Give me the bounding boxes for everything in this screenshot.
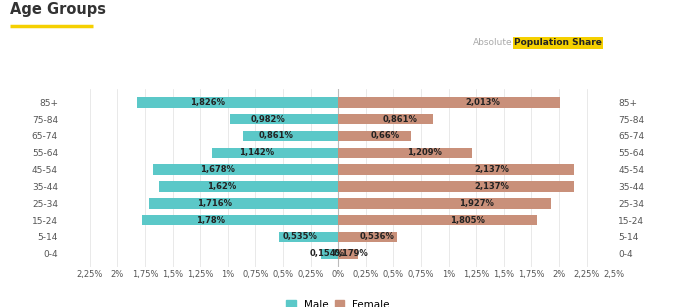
Text: 1,142%: 1,142% [239,148,274,157]
Text: Population Share: Population Share [514,38,602,47]
Bar [338,148,471,158]
Bar [338,114,433,124]
Bar [338,97,560,107]
Bar [148,198,338,208]
Text: 1,209%: 1,209% [407,148,442,157]
Bar [243,131,338,141]
Text: 1,78%: 1,78% [196,216,225,225]
Bar [338,165,574,175]
Bar [153,165,338,175]
Text: Age Groups: Age Groups [10,2,106,17]
Text: 0,861%: 0,861% [382,115,417,124]
Bar [338,249,358,259]
Text: Absolute: Absolute [473,38,512,47]
Bar [321,249,338,259]
Text: 1,716%: 1,716% [197,199,233,208]
Bar [212,148,338,158]
Bar [279,232,338,242]
Text: 0,66%: 0,66% [371,131,400,141]
Bar [338,232,397,242]
Text: 1,927%: 1,927% [459,199,494,208]
Bar [338,215,538,225]
Text: 1,62%: 1,62% [207,182,237,191]
Text: 0,982%: 0,982% [250,115,285,124]
Text: 1,678%: 1,678% [200,165,235,174]
Text: 0,535%: 0,535% [282,232,317,241]
Bar [338,131,411,141]
Bar [159,181,338,192]
Bar [137,97,338,107]
Text: 2,013%: 2,013% [465,98,500,107]
Text: 2,137%: 2,137% [474,165,509,174]
Bar [230,114,338,124]
Text: 0,154%: 0,154% [310,249,344,258]
Bar [338,181,574,192]
Text: 0,536%: 0,536% [359,232,394,241]
Text: 1,805%: 1,805% [450,216,485,225]
Text: 2,137%: 2,137% [474,182,509,191]
Text: 1,826%: 1,826% [190,98,224,107]
Legend: Male, Female: Male, Female [284,297,392,307]
Bar [338,198,551,208]
Bar [141,215,338,225]
Text: 0,861%: 0,861% [259,131,294,141]
Text: 0,179%: 0,179% [333,249,368,258]
